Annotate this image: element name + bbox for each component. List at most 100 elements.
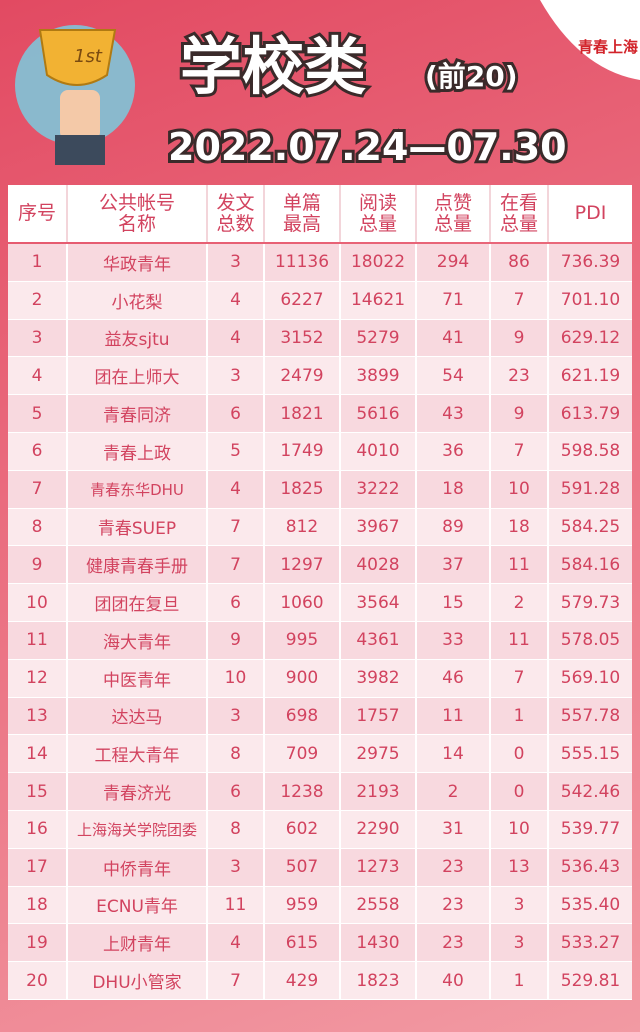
table-cell: 542.46 <box>560 781 621 802</box>
table-cell: 1 <box>491 962 549 999</box>
table-cell: 4361 <box>341 621 417 659</box>
table-cell: 9 <box>8 546 68 584</box>
table-cell: 9 <box>491 319 549 357</box>
table-row: 14 工程大青年 8 709 2975 14 0 555.15 <box>8 735 632 774</box>
table-cell: 613.79 <box>560 403 621 424</box>
table-cell: 益友sjtu <box>68 319 208 357</box>
table-cell: 40 <box>417 962 491 999</box>
table-cell: 2479 <box>265 357 341 395</box>
table-cell: 2 <box>417 773 491 810</box>
table-row: 2 小花梨 4 6227 14621 71 7 701.10 <box>8 281 632 320</box>
table-cell: 584.25 <box>560 516 621 537</box>
header-cell: 公共帐号 名称 <box>68 185 208 242</box>
table-cell: 8 <box>208 735 265 773</box>
header-cell: PDI <box>549 185 632 242</box>
hand <box>60 90 100 140</box>
table-cell: 1 <box>491 697 549 735</box>
table-cell: 701.10 <box>560 290 621 311</box>
header-text: 在看 <box>499 191 538 214</box>
table-cell: 43 <box>417 395 491 432</box>
logo-bg <box>540 0 640 80</box>
subtitle: (前20) <box>425 60 518 93</box>
table-cell: 4 <box>208 924 265 962</box>
table-cell: 团在上师大 <box>68 357 208 395</box>
table-cell: 上财青年 <box>68 924 208 962</box>
table-cell: 10 <box>491 470 549 508</box>
table-cell: 1757 <box>341 697 417 735</box>
table-row: 5 青春同济 6 1821 5616 43 9 613.79 <box>8 395 632 433</box>
table-cell: 青春东华DHU <box>68 470 208 508</box>
table-cell: 555.15 <box>560 743 621 764</box>
table-cell: 10 <box>8 584 68 621</box>
trophy-badge: 1st <box>74 46 103 67</box>
table-cell: 7 <box>491 659 549 697</box>
table-cell: 4 <box>208 281 265 319</box>
table-cell: 2 <box>8 281 68 319</box>
header-text: 阅读 <box>358 191 397 214</box>
title: 学校类 <box>180 30 366 103</box>
table-cell: 13 <box>491 848 549 886</box>
header-cell: 在看 总量 <box>491 185 549 242</box>
table-cell: ECNU青年 <box>68 886 208 924</box>
header-cell: 发文 总数 <box>208 185 265 242</box>
table-cell: 1823 <box>341 962 417 999</box>
table-cell: 598.58 <box>560 441 621 462</box>
table-cell: 6 <box>208 773 265 810</box>
table-cell: 507 <box>265 848 341 886</box>
table-cell: 18 <box>8 886 68 924</box>
table-cell: 615 <box>265 924 341 962</box>
table-cell: 1297 <box>265 546 341 584</box>
table-cell: 工程大青年 <box>68 735 208 773</box>
table-cell: 3 <box>208 244 265 281</box>
table-cell: 14 <box>8 735 68 773</box>
table-cell: 41 <box>417 319 491 357</box>
table-cell: 0 <box>491 773 549 810</box>
table-cell: 533.27 <box>560 932 621 953</box>
table-cell: 14621 <box>341 281 417 319</box>
table-cell: 3 <box>8 319 68 357</box>
header-cell: 阅读 总量 <box>341 185 417 242</box>
table-cell: 健康青春手册 <box>68 546 208 584</box>
table: 序号 公共帐号 名称 发文 总数 单篇 最高 阅读 总量 点赞 总量 在看 总量 PDI 1 华政青年 3 111… <box>8 185 632 1000</box>
table-cell: 959 <box>265 886 341 924</box>
table-cell: 青春SUEP <box>68 508 208 546</box>
table-cell: 812 <box>265 508 341 546</box>
table-cell: 11 <box>417 697 491 735</box>
table-row: 16 上海海关学院团委 8 602 2290 31 10 539.77 <box>8 810 632 849</box>
table-cell: 3222 <box>341 470 417 508</box>
table-cell: 10 <box>491 810 549 848</box>
table-cell: 4 <box>8 357 68 395</box>
table-cell: 36 <box>417 432 491 470</box>
header-cell: 序号 <box>8 185 68 242</box>
header-text: 点赞 <box>433 191 472 214</box>
table-cell: 709 <box>265 735 341 773</box>
table-cell: 1238 <box>265 773 341 810</box>
table-cell: 2 <box>491 584 549 621</box>
trophy <box>38 29 117 86</box>
table-cell: 37 <box>417 546 491 584</box>
header-text: 最高 <box>282 212 321 235</box>
table-cell: 6227 <box>265 281 341 319</box>
table-cell: 11 <box>491 621 549 659</box>
table-cell: 1749 <box>265 432 341 470</box>
table-cell: 7 <box>491 432 549 470</box>
table-cell: 达达马 <box>68 697 208 735</box>
table-cell: 16 <box>8 810 68 848</box>
table-cell: DHU小管家 <box>68 962 208 999</box>
table-cell: 11136 <box>265 244 341 281</box>
table-cell: 9 <box>208 621 265 659</box>
header-cell: 单篇 最高 <box>265 185 341 242</box>
header-row: 序号 公共帐号 名称 发文 总数 单篇 最高 阅读 总量 点赞 总量 在看 总量 PDI <box>8 185 632 242</box>
table-cell: 2975 <box>341 735 417 773</box>
table-cell: 17 <box>8 848 68 886</box>
table-cell: 33 <box>417 621 491 659</box>
table-cell: 8 <box>208 810 265 848</box>
table-cell: 3 <box>208 848 265 886</box>
table-cell: 557.78 <box>560 705 621 726</box>
table-cell: 6 <box>208 584 265 621</box>
table-cell: 3899 <box>341 357 417 395</box>
table-cell: 上海海关学院团委 <box>68 810 208 848</box>
table-cell: 23 <box>417 848 491 886</box>
header-text: 总量 <box>433 212 472 235</box>
table-cell: 7 <box>491 281 549 319</box>
